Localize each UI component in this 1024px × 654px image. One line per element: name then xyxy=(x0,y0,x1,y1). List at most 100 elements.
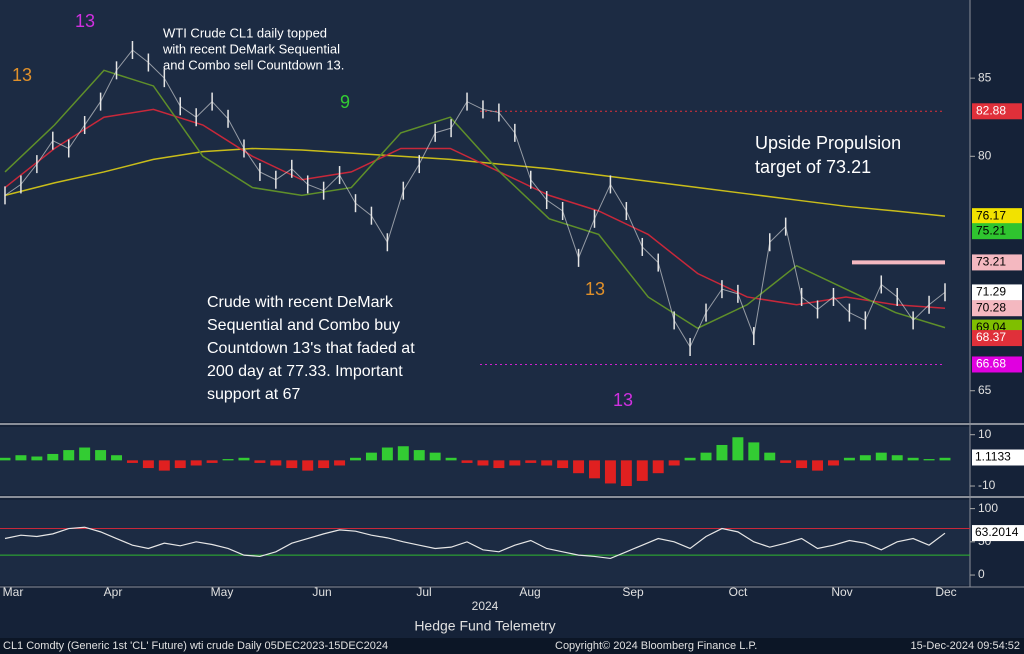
histogram-bar xyxy=(875,452,887,461)
histogram-bar xyxy=(573,460,585,474)
price-tag-label: 70.28 xyxy=(976,300,1006,314)
x-tick-label: Jun xyxy=(312,585,331,599)
y-tick-label: 80 xyxy=(978,148,992,162)
price-tag-label: 82.88 xyxy=(976,103,1006,117)
footer-copyright: Copyright© 2024 Bloomberg Finance L.P. xyxy=(555,640,757,652)
annotation: Sequential and Combo buy xyxy=(207,317,400,334)
footer-right: 15-Dec-2024 09:54:52 xyxy=(911,640,1020,652)
price-tag-label: 75.21 xyxy=(976,223,1006,237)
histogram-bar xyxy=(397,446,409,461)
status-bar xyxy=(0,638,1024,654)
histogram-bar xyxy=(780,460,792,463)
footer-title: Hedge Fund Telemetry xyxy=(414,618,555,634)
histogram-bar xyxy=(812,460,824,471)
histogram-bar xyxy=(158,460,170,471)
moving-average xyxy=(4,108,946,309)
histogram-bar xyxy=(843,457,855,461)
histogram-bar xyxy=(334,460,346,466)
price-tag xyxy=(972,254,1022,271)
histogram-bar xyxy=(142,460,154,469)
value-tag-label: 1.1133 xyxy=(975,450,1011,464)
histogram-bar xyxy=(286,460,298,469)
histogram-bar xyxy=(15,455,27,461)
price-tag-label: 66.68 xyxy=(976,357,1006,371)
histogram-bar xyxy=(174,460,186,469)
x-tick-label: Dec xyxy=(935,585,956,599)
histogram-bar xyxy=(668,460,680,466)
price-tag-label: 76.17 xyxy=(976,208,1006,222)
histogram-bar xyxy=(126,460,138,463)
histogram-bar xyxy=(413,450,425,461)
histogram-bar xyxy=(445,457,457,461)
histogram-bar xyxy=(318,460,330,469)
moving-average xyxy=(4,69,946,330)
histogram-bar xyxy=(31,456,43,461)
footer-left: CL1 Comdty (Generic 1st 'CL' Future) wti… xyxy=(3,640,388,652)
histogram-bar xyxy=(47,453,59,461)
histogram-bar xyxy=(684,457,696,461)
y-tick-label: -10 xyxy=(978,478,996,492)
value-tag-label: 63.2014 xyxy=(975,525,1019,539)
histogram-bar xyxy=(509,460,521,466)
annotation: Countdown 13's that faded at xyxy=(207,340,415,357)
x-tick-label: Apr xyxy=(104,585,123,599)
histogram-bar xyxy=(238,457,250,461)
histogram-bar xyxy=(748,442,760,461)
demark-label: 13 xyxy=(585,279,605,299)
x-tick-label: Oct xyxy=(729,585,748,599)
price-tag-label: 68.37 xyxy=(976,330,1006,344)
histogram-bar xyxy=(365,452,377,461)
histogram-bar xyxy=(939,457,951,461)
histogram-bar xyxy=(700,452,712,461)
x-tick-label: May xyxy=(211,585,234,599)
annotation: and Combo sell Countdown 13. xyxy=(163,57,344,72)
annotation: with recent DeMark Sequential xyxy=(162,41,340,56)
price-tag xyxy=(972,284,1022,301)
histogram-bar xyxy=(764,452,776,461)
histogram-bar xyxy=(541,460,553,466)
histogram-bar xyxy=(557,460,569,469)
histogram-bar xyxy=(222,459,234,461)
price-tag xyxy=(972,356,1022,373)
histogram-bar xyxy=(111,455,123,461)
price-line xyxy=(4,49,946,349)
value-tag xyxy=(972,449,1024,466)
histogram-bar xyxy=(652,460,664,474)
y-tick-label: 10 xyxy=(978,427,992,441)
histogram-bar xyxy=(190,460,202,466)
demark-label: 9 xyxy=(340,92,350,112)
histogram-bar xyxy=(254,460,266,463)
price-tag xyxy=(972,223,1022,240)
oscillator-line xyxy=(4,526,946,560)
histogram-bar xyxy=(0,457,11,461)
price-tag xyxy=(972,330,1022,347)
histogram-bar xyxy=(350,457,361,461)
histogram-bar xyxy=(381,447,393,461)
oscillator-panel xyxy=(0,500,970,585)
annotation: Crude with recent DeMark xyxy=(207,294,394,311)
histogram-bar xyxy=(270,460,282,466)
histogram-bar xyxy=(620,460,632,487)
y-tick-label: 85 xyxy=(978,70,992,84)
demark-label: 13 xyxy=(613,390,633,410)
histogram-bar xyxy=(206,460,218,463)
histogram-bar xyxy=(302,460,314,471)
histogram-bar xyxy=(923,459,935,461)
annotation: Upside Propulsion xyxy=(755,133,901,153)
price-tag-label: 73.21 xyxy=(976,255,1006,269)
y-tick-label: 65 xyxy=(978,383,992,397)
histogram-bar xyxy=(891,455,903,461)
annotation: 200 day at 77.33. Important xyxy=(207,363,403,380)
annotation: WTI Crude CL1 daily topped xyxy=(163,25,327,40)
moving-average xyxy=(4,147,946,217)
demark-label: 13 xyxy=(75,11,95,31)
histogram-bar xyxy=(732,437,744,461)
histogram-bar xyxy=(907,457,919,461)
price-tag xyxy=(972,208,1022,225)
histogram-bar xyxy=(493,460,505,469)
histogram-bar xyxy=(477,460,489,466)
price-tag-label: 71.29 xyxy=(976,285,1006,299)
x-tick-label: Aug xyxy=(519,585,540,599)
histogram-bar xyxy=(525,460,537,463)
